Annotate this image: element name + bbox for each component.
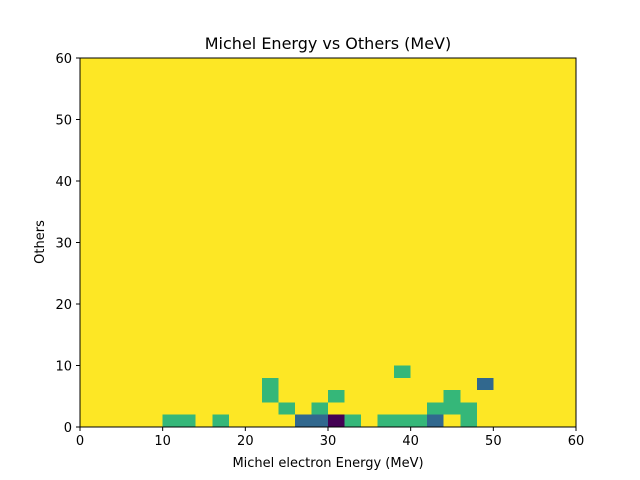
plot-area xyxy=(80,58,576,427)
x-tick-label-10: 10 xyxy=(154,434,171,449)
x-tick-label-60: 60 xyxy=(568,434,585,449)
y-tick-label-50: 50 xyxy=(55,114,72,129)
heatmap-cell-9 xyxy=(328,414,345,427)
heatmap-cell-13 xyxy=(394,414,411,427)
heatmap-background xyxy=(80,58,576,427)
heatmap-cell-2 xyxy=(212,414,229,427)
x-tick-label-0: 0 xyxy=(76,434,84,449)
x-tick-label-30: 30 xyxy=(320,434,337,449)
heatmap-cell-5 xyxy=(278,402,295,415)
heatmap-cell-15 xyxy=(410,414,428,427)
heatmap-cell-19 xyxy=(443,390,461,403)
y-tick-label-0: 0 xyxy=(64,421,72,436)
y-tick-label-40: 40 xyxy=(55,175,72,190)
y-tick-label-30: 30 xyxy=(55,237,72,252)
heatmap-cell-4 xyxy=(261,377,279,391)
chart-title: Michel Energy vs Others (MeV) xyxy=(205,34,451,53)
y-axis: 0 10 20 30 40 50 60 xyxy=(55,52,80,436)
heatmap-cell-17 xyxy=(427,402,444,415)
heatmap-cell-14 xyxy=(394,365,411,378)
heatmap-cell-3 xyxy=(261,390,279,403)
heatmap-cell-7 xyxy=(311,414,328,427)
heatmap-cell-18 xyxy=(443,402,461,415)
heatmap-cell-12 xyxy=(377,414,395,427)
heatmap-cell-20 xyxy=(460,414,477,427)
x-tick-label-40: 40 xyxy=(402,434,419,449)
heatmap-cell-11 xyxy=(344,414,362,427)
heatmap-cell-1 xyxy=(179,414,196,427)
x-axis: 0 10 20 30 40 50 60 xyxy=(76,427,584,449)
heatmap-cell-6 xyxy=(294,414,312,427)
heatmap-cell-22 xyxy=(476,377,494,391)
heatmap-cell-0 xyxy=(162,414,180,427)
y-tick-label-10: 10 xyxy=(55,360,72,375)
y-tick-label-60: 60 xyxy=(55,52,72,67)
x-tick-label-20: 20 xyxy=(237,434,254,449)
heatmap-cell-16 xyxy=(427,414,444,427)
heatmap-cell-10 xyxy=(328,390,345,403)
y-tick-label-20: 20 xyxy=(55,298,72,313)
x-tick-label-50: 50 xyxy=(485,434,502,449)
x-axis-label: Michel electron Energy (MeV) xyxy=(232,456,423,471)
y-axis-label: Others xyxy=(33,220,48,264)
heatmap-cell-21 xyxy=(460,402,477,415)
heatmap-cell-8 xyxy=(311,402,328,415)
